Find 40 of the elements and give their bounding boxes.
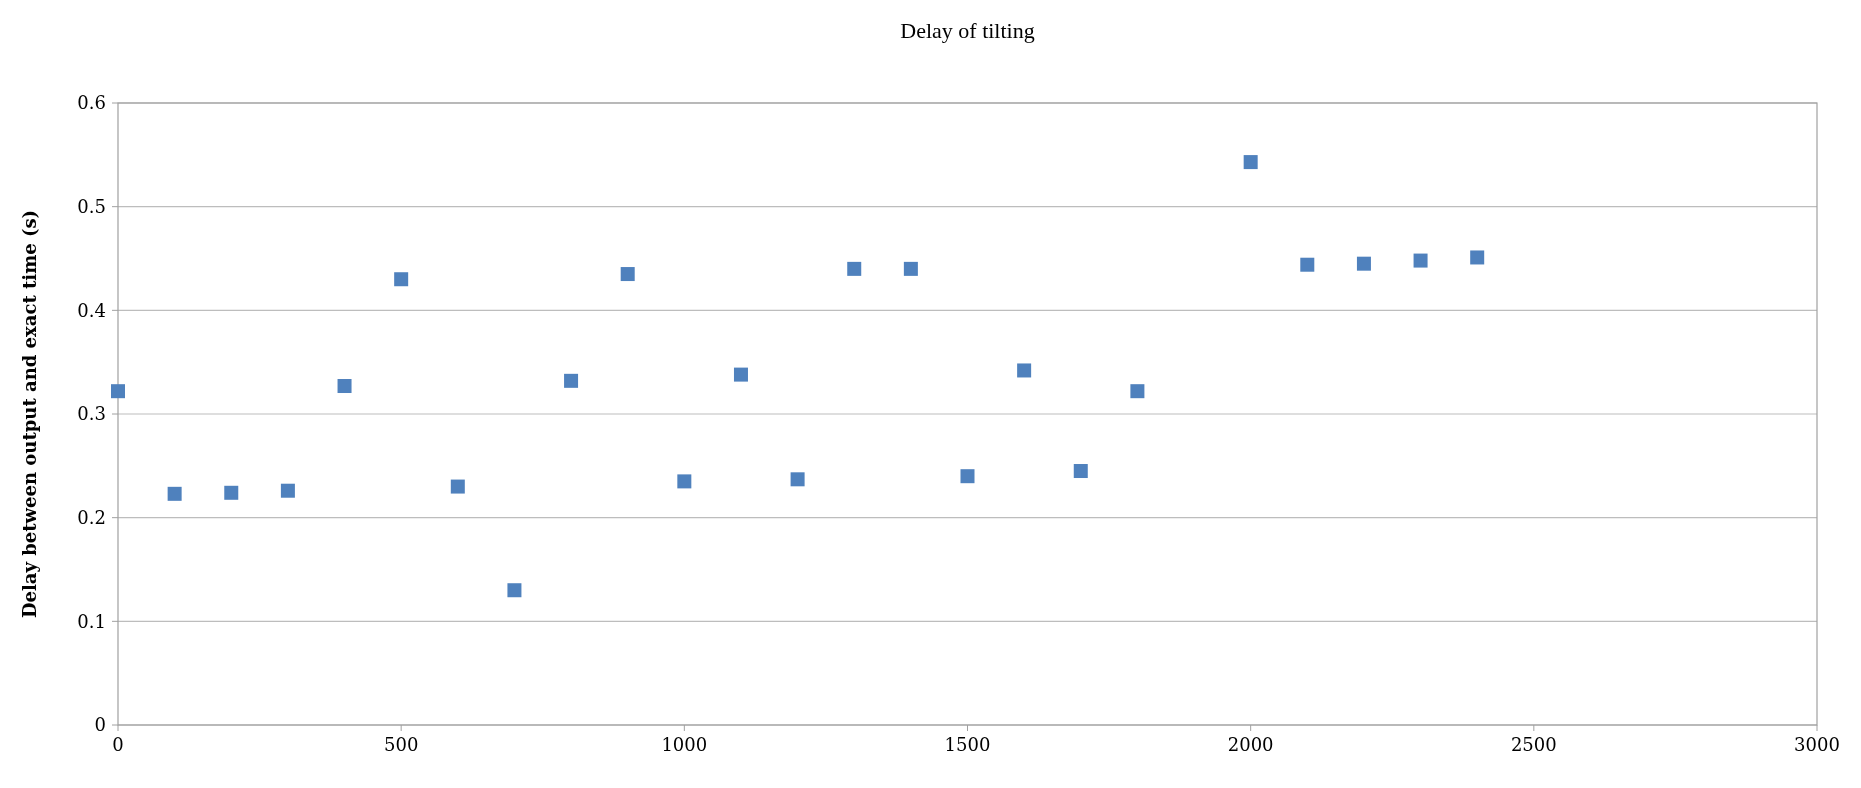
point	[337, 379, 352, 394]
point	[280, 483, 295, 498]
point	[1073, 464, 1088, 479]
point	[111, 384, 125, 399]
x-tick-label: 500	[383, 734, 419, 755]
y-axis-title: Delay between output and exact time (s)	[19, 209, 40, 619]
point	[733, 367, 748, 382]
y-tick-label: 0.4	[77, 299, 106, 321]
x-tick-label: 0	[112, 734, 124, 755]
x-tick-label: 2000	[1227, 734, 1274, 755]
point	[1356, 256, 1371, 271]
y-tick-label: 0.5	[77, 195, 106, 217]
point	[903, 261, 918, 276]
point	[394, 272, 409, 287]
point	[790, 472, 805, 487]
point	[167, 486, 182, 501]
x-tick-label: 1500	[944, 734, 991, 755]
point	[1130, 384, 1145, 399]
y-tick-label: 0.3	[77, 403, 106, 425]
point	[1300, 257, 1315, 272]
point	[450, 479, 465, 494]
point	[677, 474, 692, 489]
y-tick-label: 0.1	[77, 610, 106, 632]
point	[960, 469, 975, 484]
point	[1243, 155, 1258, 170]
point	[1413, 253, 1428, 268]
point	[564, 373, 579, 388]
point	[1470, 250, 1485, 265]
point	[507, 583, 522, 598]
point	[620, 267, 635, 282]
y-tick-label: 0	[94, 714, 106, 736]
x-tick-label: 2500	[1510, 734, 1557, 755]
x-tick-label: 3000	[1794, 734, 1840, 755]
point	[224, 485, 239, 500]
point	[1017, 363, 1032, 378]
y-tick-label: 0.2	[77, 506, 106, 528]
chart-title: Delay of tilting	[900, 18, 1035, 43]
x-tick-label: 1000	[661, 734, 708, 755]
point	[847, 261, 862, 276]
y-tick-label: 0.6	[77, 92, 106, 114]
